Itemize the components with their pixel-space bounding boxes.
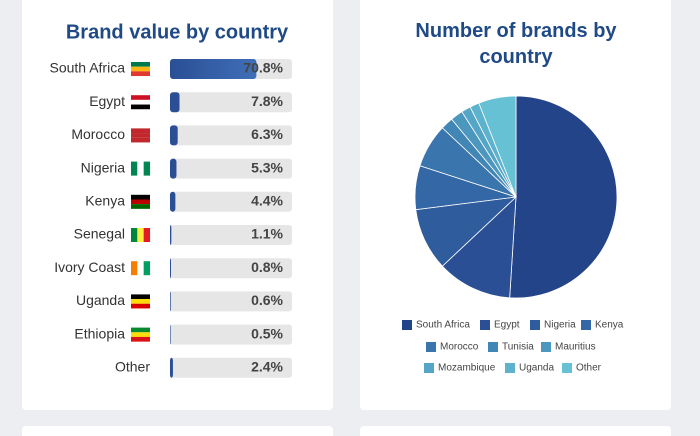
bar-track [170, 158, 292, 179]
card [360, 426, 671, 436]
flag-stripe [143, 228, 151, 242]
category-label: Kenya [85, 193, 125, 209]
flag-stripe [131, 62, 150, 67]
flag-stripe [131, 104, 150, 110]
legend-label: Morocco [440, 342, 479, 353]
value-label: 7.8% [251, 93, 283, 109]
bar-track [170, 225, 292, 245]
legend-label: Kenya [595, 320, 624, 331]
bar-track [170, 291, 292, 312]
legend-label: South Africa [416, 320, 470, 331]
pie-slice [441, 196, 517, 299]
bar-track [170, 258, 292, 279]
legend-swatch [424, 363, 434, 373]
value-label: 0.5% [251, 325, 283, 341]
bar [170, 291, 171, 312]
bar [170, 191, 176, 212]
bar-track [170, 191, 292, 212]
bar-track [170, 92, 292, 113]
value-label: 1.1% [251, 226, 283, 242]
flag-stripe [131, 303, 150, 309]
legend-label: Tunisia [502, 342, 534, 353]
bar [170, 158, 177, 179]
category-label: Ivory Coast [54, 259, 125, 275]
bar-track [170, 125, 292, 146]
legend-swatch [426, 342, 436, 352]
legend-swatch [480, 320, 490, 330]
bar [170, 258, 171, 279]
legend-label: Uganda [519, 363, 554, 374]
flag-stripe [143, 161, 151, 176]
value-label: 70.8% [243, 60, 283, 76]
flag-stripe [131, 99, 150, 105]
category-label: Morocco [71, 126, 125, 142]
value-label: 5.3% [251, 159, 283, 175]
legend-swatch [488, 342, 498, 352]
flag-stripe [131, 327, 150, 333]
category-label: Other [115, 359, 150, 375]
legend-label: Mauritius [555, 342, 596, 353]
flag-stripe [143, 261, 151, 276]
pie-slice [509, 95, 618, 299]
chart-title: Brand value by country [66, 21, 289, 43]
legend-swatch [530, 320, 540, 330]
flag-stripe [131, 332, 150, 337]
flag-stripe [131, 71, 150, 77]
bar-track [170, 324, 292, 345]
bar [170, 357, 173, 378]
flag-stripe [131, 299, 150, 304]
value-label: 2.4% [251, 359, 283, 375]
legend-label: Mozambique [438, 363, 496, 374]
value-label: 0.6% [251, 292, 283, 308]
flag-stripe [137, 261, 144, 276]
legend-label: Other [576, 363, 602, 374]
flag-stripe [137, 161, 144, 176]
category-label: Senegal [74, 226, 125, 242]
bar [170, 225, 172, 245]
value-label: 0.8% [251, 259, 283, 275]
title-box: Number of brands by country [415, 20, 617, 68]
value-label: 4.4% [251, 193, 283, 209]
category-label: Egypt [89, 93, 125, 109]
pie-slice [478, 95, 517, 198]
flag-stripe [131, 199, 150, 205]
value-label: 6.3% [251, 126, 283, 142]
flag-stripe [131, 261, 138, 276]
bar-track [170, 357, 292, 378]
legend-swatch [402, 320, 412, 330]
flag-stripe [131, 194, 150, 200]
legend-label: Nigeria [544, 320, 576, 331]
bar [170, 92, 180, 113]
flag-stripe [131, 133, 150, 138]
flag-stripe [131, 204, 150, 209]
flag-stripe [131, 137, 150, 143]
flag-stripe [131, 95, 150, 100]
flag-stripe [131, 128, 150, 134]
bar [170, 324, 171, 345]
legend-swatch [541, 342, 551, 352]
category-label: Uganda [76, 292, 125, 308]
legend-swatch [581, 320, 591, 330]
category-label: Ethiopia [74, 325, 125, 341]
flag-stripe [131, 66, 150, 72]
legend-label: Egypt [494, 320, 520, 331]
flag-stripe [131, 336, 150, 342]
legend-swatch [505, 363, 515, 373]
card [22, 426, 333, 436]
chart-title: Number of brands by country [415, 20, 617, 68]
flag-stripe [131, 228, 138, 242]
bar [170, 59, 257, 79]
bar [170, 125, 178, 146]
flag-stripe [137, 228, 144, 242]
legend-swatch [562, 363, 572, 373]
category-label: South Africa [50, 60, 126, 76]
flag-stripe [131, 161, 138, 176]
category-label: Nigeria [81, 159, 126, 175]
flags [131, 62, 151, 342]
flag-stripe [131, 294, 150, 300]
